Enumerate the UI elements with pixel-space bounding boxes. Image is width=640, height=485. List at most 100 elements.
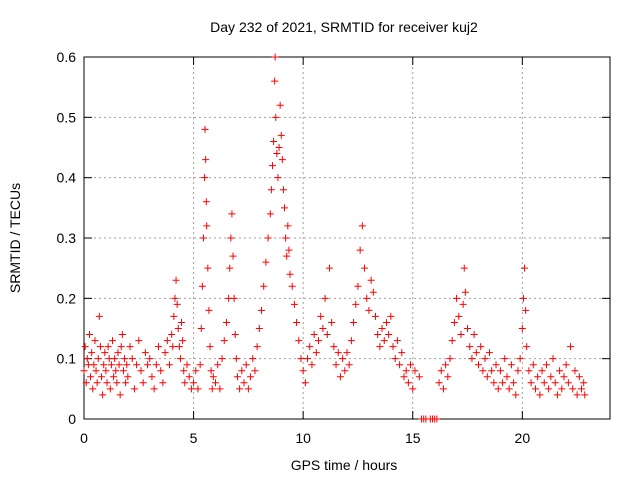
data-point: [133, 361, 141, 369]
data-point: [233, 373, 241, 381]
x-tick-label: 15: [405, 430, 421, 446]
data-point: [253, 343, 261, 351]
y-tick-label: 0.5: [57, 109, 77, 125]
data-point: [146, 355, 154, 363]
data-point: [102, 367, 110, 375]
y-axis-label: SRMTID / TECUs: [7, 183, 23, 293]
data-point: [459, 300, 467, 308]
data-point: [121, 355, 129, 363]
data-point: [534, 373, 542, 381]
data-point: [163, 337, 171, 345]
data-point: [341, 367, 349, 375]
data-point: [95, 312, 103, 320]
data-point: [229, 252, 237, 260]
data-point: [334, 349, 342, 357]
data-point: [545, 385, 553, 393]
data-point: [206, 343, 214, 351]
data-point: [267, 186, 275, 194]
data-point: [330, 343, 338, 351]
data-point: [433, 415, 441, 423]
data-point: [481, 355, 489, 363]
data-point: [106, 385, 114, 393]
data-point: [201, 174, 209, 182]
data-point: [157, 367, 165, 375]
data-point: [455, 312, 463, 320]
data-point: [310, 331, 318, 339]
data-point: [529, 361, 537, 369]
data-point: [549, 355, 557, 363]
data-point: [446, 355, 454, 363]
data-point: [232, 355, 240, 363]
data-point: [285, 246, 293, 254]
data-point: [336, 373, 344, 381]
data-point: [352, 300, 360, 308]
data-point: [321, 294, 329, 302]
data-point: [174, 325, 182, 332]
data-point: [264, 234, 272, 242]
data-point: [107, 361, 115, 369]
data-point: [319, 325, 327, 332]
data-point: [110, 373, 118, 381]
data-point: [82, 379, 90, 387]
data-point: [496, 367, 504, 375]
data-point: [275, 144, 283, 151]
data-point: [442, 361, 450, 369]
y-tick-label: 0.6: [57, 49, 77, 65]
data-point: [492, 361, 500, 369]
data-point: [194, 385, 202, 393]
data-point: [575, 373, 583, 381]
data-point: [461, 288, 469, 296]
data-point: [87, 373, 95, 381]
data-point: [569, 385, 577, 393]
y-tick-label: 0.3: [57, 230, 77, 246]
data-point: [172, 276, 180, 284]
data-point: [161, 349, 169, 357]
data-point: [312, 349, 320, 357]
data-point: [207, 367, 215, 375]
x-tick-label: 10: [295, 430, 311, 446]
data-point: [385, 331, 393, 339]
data-point: [371, 312, 379, 320]
data-point: [464, 325, 472, 332]
data-point: [122, 379, 130, 387]
data-point: [317, 312, 325, 320]
data-point: [512, 391, 520, 399]
data-point: [183, 361, 191, 369]
data-point: [538, 367, 546, 375]
data-point: [347, 337, 355, 345]
data-point: [404, 379, 412, 387]
data-point: [301, 379, 309, 387]
data-point: [505, 385, 513, 393]
data-point: [230, 294, 238, 302]
data-point: [242, 361, 250, 369]
data-point: [556, 367, 564, 375]
data-point: [466, 343, 474, 351]
data-point: [409, 385, 417, 393]
data-point: [124, 373, 132, 381]
data-point: [328, 318, 336, 326]
data-point: [203, 222, 211, 230]
data-point: [581, 391, 589, 399]
data-point: [411, 367, 419, 375]
data-point: [531, 385, 539, 393]
data-point: [113, 379, 121, 387]
data-point: [81, 343, 89, 351]
data-point: [273, 150, 281, 158]
y-tick-label: 0.4: [57, 170, 77, 186]
data-point: [450, 318, 458, 326]
data-point: [100, 361, 108, 369]
data-point: [272, 113, 280, 121]
data-point: [266, 210, 274, 218]
data-point: [558, 385, 566, 393]
data-point: [199, 234, 207, 242]
data-point: [494, 385, 502, 393]
data-point: [479, 367, 487, 375]
data-point: [523, 343, 531, 351]
data-point: [271, 77, 279, 85]
data-point: [128, 355, 136, 363]
data-point: [115, 361, 123, 369]
data-point: [222, 318, 230, 326]
data-point: [227, 234, 235, 242]
data-point: [123, 361, 131, 369]
data-point: [169, 343, 177, 351]
